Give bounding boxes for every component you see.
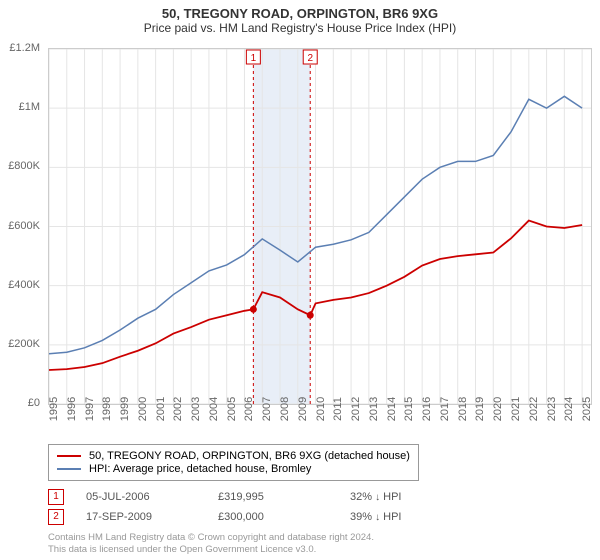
x-axis-labels: 1995199619971998199920002001200220032004…	[48, 405, 590, 445]
legend-label: HPI: Average price, detached house, Brom…	[89, 463, 311, 475]
sale-date: 05-JUL-2006	[86, 491, 196, 503]
x-tick-label: 2019	[474, 397, 486, 421]
x-tick-label: 2008	[279, 397, 291, 421]
sale-badge: 1	[48, 489, 64, 505]
sale-row: 2 17-SEP-2009 £300,000 39% ↓ HPI	[48, 509, 590, 525]
sale-date: 17-SEP-2009	[86, 511, 196, 523]
x-tick-label: 2020	[492, 397, 504, 421]
sale-badge: 2	[48, 509, 64, 525]
x-tick-label: 2007	[261, 397, 273, 421]
arrow-down-icon: ↓	[375, 492, 380, 503]
x-tick-label: 2012	[350, 397, 362, 421]
sale-delta: 32% ↓ HPI	[350, 491, 460, 503]
y-tick-label: £600K	[8, 220, 40, 232]
legend-swatch	[57, 455, 81, 457]
x-tick-label: 1999	[119, 397, 131, 421]
footer-line-2: This data is licensed under the Open Gov…	[48, 544, 374, 556]
x-tick-label: 1997	[84, 397, 96, 421]
x-tick-label: 1996	[66, 397, 78, 421]
x-tick-label: 2003	[190, 397, 202, 421]
x-tick-label: 2023	[546, 397, 558, 421]
y-axis-labels: £0£200K£400K£600K£800K£1M£1.2M	[0, 48, 44, 403]
x-tick-label: 2004	[208, 397, 220, 421]
chart-container: 50, TREGONY ROAD, ORPINGTON, BR6 9XG Pri…	[0, 0, 600, 560]
x-tick-label: 2015	[403, 397, 415, 421]
x-tick-label: 1995	[48, 397, 60, 421]
legend-box: 50, TREGONY ROAD, ORPINGTON, BR6 9XG (de…	[48, 444, 419, 481]
legend-label: 50, TREGONY ROAD, ORPINGTON, BR6 9XG (de…	[89, 450, 410, 462]
sale-price: £300,000	[218, 511, 328, 523]
x-tick-label: 2005	[226, 397, 238, 421]
x-tick-label: 2002	[172, 397, 184, 421]
y-tick-label: £800K	[8, 160, 40, 172]
x-tick-label: 2009	[297, 397, 309, 421]
arrow-down-icon: ↓	[375, 512, 380, 523]
x-tick-label: 2014	[386, 397, 398, 421]
legend-row: HPI: Average price, detached house, Brom…	[57, 463, 410, 475]
y-tick-label: £1M	[19, 101, 40, 113]
x-tick-label: 2022	[528, 397, 540, 421]
plot-area: 12	[48, 48, 592, 405]
x-tick-label: 2025	[581, 397, 593, 421]
sale-row: 1 05-JUL-2006 £319,995 32% ↓ HPI	[48, 489, 590, 505]
x-tick-label: 2017	[439, 397, 451, 421]
x-tick-label: 2010	[315, 397, 327, 421]
legend: 50, TREGONY ROAD, ORPINGTON, BR6 9XG (de…	[48, 444, 590, 529]
x-tick-label: 2024	[563, 397, 575, 421]
x-tick-label: 2006	[243, 397, 255, 421]
footer-line-1: Contains HM Land Registry data © Crown c…	[48, 532, 374, 544]
legend-row: 50, TREGONY ROAD, ORPINGTON, BR6 9XG (de…	[57, 450, 410, 462]
legend-swatch	[57, 468, 81, 470]
y-tick-label: £0	[28, 397, 40, 409]
x-tick-label: 2000	[137, 397, 149, 421]
x-tick-label: 2013	[368, 397, 380, 421]
y-tick-label: £400K	[8, 279, 40, 291]
x-tick-label: 2021	[510, 397, 522, 421]
x-tick-label: 2016	[421, 397, 433, 421]
y-tick-label: £1.2M	[9, 42, 40, 54]
x-tick-label: 1998	[101, 397, 113, 421]
plot-svg: 12	[49, 49, 591, 404]
sale-price: £319,995	[218, 491, 328, 503]
sale-delta: 39% ↓ HPI	[350, 511, 460, 523]
x-tick-label: 2018	[457, 397, 469, 421]
svg-text:2: 2	[307, 53, 313, 64]
x-tick-label: 2011	[332, 397, 344, 421]
x-tick-label: 2001	[155, 397, 167, 421]
chart-title: 50, TREGONY ROAD, ORPINGTON, BR6 9XG	[0, 0, 600, 21]
svg-text:1: 1	[251, 53, 257, 64]
y-tick-label: £200K	[8, 338, 40, 350]
attribution-footer: Contains HM Land Registry data © Crown c…	[48, 532, 374, 556]
chart-subtitle: Price paid vs. HM Land Registry's House …	[0, 21, 600, 39]
sales-table: 1 05-JUL-2006 £319,995 32% ↓ HPI 2 17-SEP-200…	[48, 489, 590, 525]
